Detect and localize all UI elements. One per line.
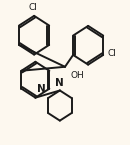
Text: N: N: [56, 78, 64, 88]
Text: Cl: Cl: [28, 3, 37, 12]
Text: Cl: Cl: [107, 49, 116, 58]
Text: N: N: [37, 84, 46, 94]
Text: OH: OH: [70, 71, 84, 80]
